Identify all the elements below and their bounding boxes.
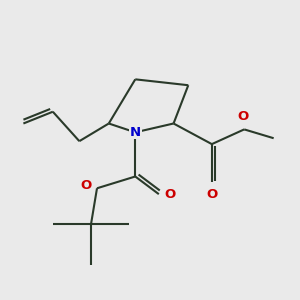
Text: O: O [206, 188, 218, 201]
Text: N: N [130, 126, 141, 139]
Text: O: O [80, 179, 92, 192]
Text: O: O [237, 110, 248, 123]
Text: O: O [164, 188, 176, 201]
